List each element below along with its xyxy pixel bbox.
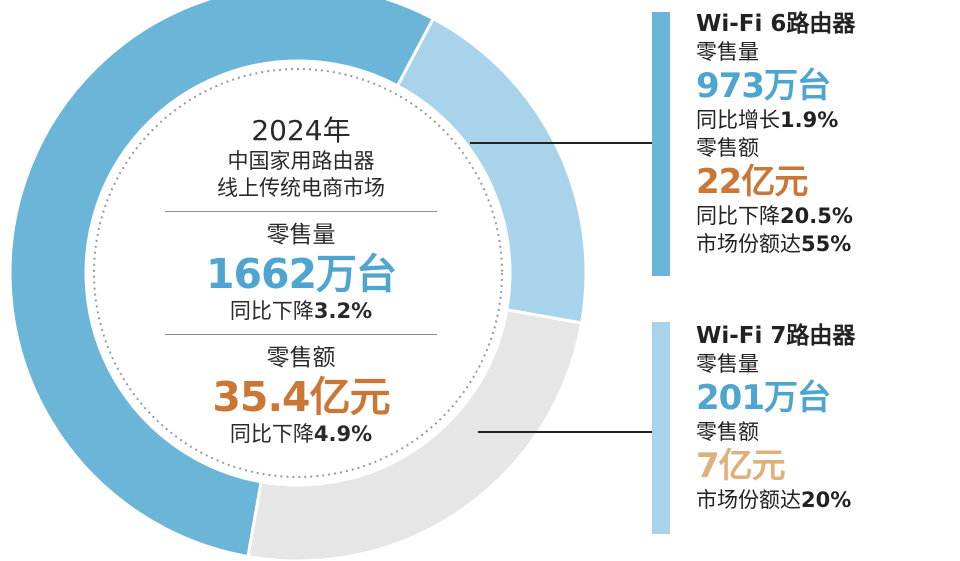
- center-year: 2024年: [251, 114, 351, 147]
- wifi6-volume-change-text: 同比增长: [696, 108, 780, 132]
- wifi7-volume-value: 201万台: [696, 378, 831, 418]
- wifi7-panel: Wi-Fi 7路由器 零售量 201万台 零售额 7亿元 市场份额达20%: [652, 322, 952, 538]
- wifi7-share-value: 20%: [801, 488, 852, 512]
- donut-slice-wifi6: [8, 0, 436, 559]
- center-volume-change: 同比下降3.2%: [185, 298, 417, 325]
- wifi6-revenue-change-text: 同比下降: [696, 204, 780, 228]
- wifi7-revenue-label: 零售额: [696, 420, 759, 444]
- wifi6-revenue-value: 22亿元: [696, 162, 808, 202]
- center-revenue-change-value: 4.9%: [313, 422, 373, 446]
- center-volume-value: 1662万台: [205, 250, 397, 298]
- center-volume-label: 零售量: [266, 222, 336, 248]
- wifi7-share: 市场份额达20%: [696, 486, 946, 514]
- center-volume-change-value: 3.2%: [313, 299, 373, 323]
- wifi6-revenue-change-value: 20.5%: [780, 204, 853, 228]
- wifi6-volume-change-value: 1.9%: [780, 108, 839, 132]
- wifi7-color-bar: [652, 322, 670, 534]
- wifi6-color-bar: [652, 12, 670, 276]
- wifi6-volume-value: 973万台: [696, 66, 831, 106]
- wifi6-revenue-label: 零售额: [696, 136, 759, 160]
- center-divider-2: [165, 334, 437, 335]
- wifi7-share-text: 市场份额达: [696, 488, 801, 512]
- center-revenue-change: 同比下降4.9%: [185, 421, 417, 448]
- wifi6-volume-label: 零售量: [696, 40, 759, 64]
- center-volume-change-text: 同比下降: [229, 299, 314, 323]
- donut-slice-other: [246, 308, 584, 561]
- wifi6-revenue-change: 同比下降20.5%: [696, 202, 946, 230]
- wifi7-volume-label: 零售量: [696, 352, 759, 376]
- center-line2: 线上传统电商市场: [217, 176, 385, 200]
- wifi7-title: Wi-Fi 7路由器: [696, 323, 856, 349]
- center-revenue-value: 35.4亿元: [212, 373, 390, 421]
- center-revenue-change-text: 同比下降: [229, 422, 314, 446]
- wifi6-volume-change: 同比增长1.9%: [696, 106, 946, 134]
- wifi6-panel: Wi-Fi 6路由器 零售量 973万台 同比增长1.9% 零售额 22亿元 同…: [652, 10, 952, 278]
- center-line1: 中国家用路由器: [227, 149, 375, 173]
- center-revenue-label: 零售额: [266, 345, 336, 371]
- wifi6-share-value: 55%: [801, 232, 852, 256]
- wifi6-title: Wi-Fi 6路由器: [696, 11, 856, 37]
- center-divider-1: [165, 211, 437, 212]
- center-summary: 2024年 中国家用路由器 线上传统电商市场 零售量 1662万台 同比下降3.…: [165, 114, 437, 448]
- wifi6-share-text: 市场份额达: [696, 232, 801, 256]
- inner-dotted-ring: [93, 68, 503, 478]
- wifi6-share: 市场份额达55%: [696, 230, 946, 258]
- wifi7-revenue-value: 7亿元: [696, 446, 786, 486]
